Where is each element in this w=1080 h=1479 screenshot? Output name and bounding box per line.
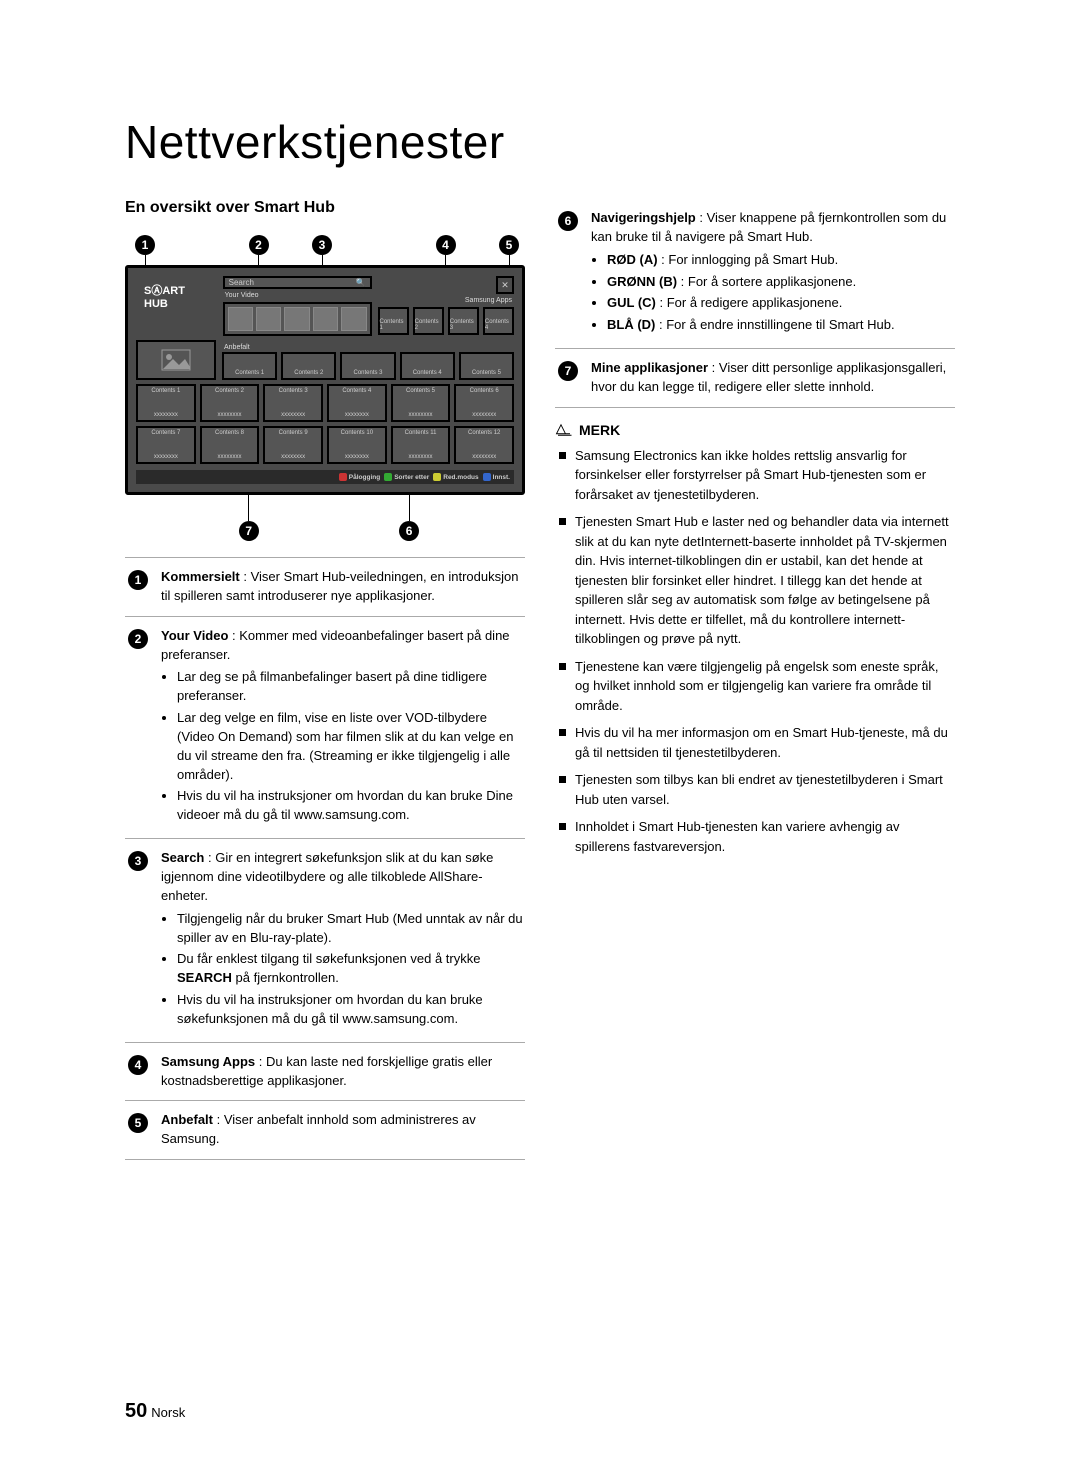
btn-c[interactable]: Red.modus: [433, 473, 478, 481]
description-item-6: 6 Navigeringshjelp : Viser knappene på fj…: [555, 199, 955, 348]
page-footer: 50Norsk: [125, 1400, 185, 1423]
recommended-tile[interactable]: Contents 4: [400, 352, 455, 380]
app-tile[interactable]: Contents 2: [413, 307, 444, 335]
description-item-5: 5 Anbefalt : Viser anbefalt innhold som a…: [125, 1100, 525, 1160]
item-body: Samsung Apps : Du kan laste ned forskjel…: [161, 1053, 525, 1091]
grid-tile[interactable]: Contents 2xxxxxxxx: [200, 384, 260, 422]
grid-tile[interactable]: Contents 8xxxxxxxx: [200, 426, 260, 464]
merk-heading: MERK: [555, 422, 955, 438]
description-item-1: 1 Kommersielt : Viser Smart Hub-veilednin…: [125, 557, 525, 616]
merk-note: Hvis du vil ha mer informasjon om en Sma…: [555, 723, 955, 762]
merk-note: Tjenesten Smart Hub e laster ned og beha…: [555, 512, 955, 649]
callout-1: 1: [135, 235, 155, 255]
smarthub-screenshot: SⒶART HUB Search🔍 Your Video: [125, 265, 525, 495]
callout-7: 7: [239, 521, 259, 541]
item-body: Mine applikasjoner : Viser ditt personli…: [591, 359, 955, 397]
merk-note: Samsung Electronics kan ikke holdes rett…: [555, 446, 955, 505]
recommended-tile[interactable]: Contents 3: [340, 352, 395, 380]
item-number: 3: [128, 851, 148, 871]
recommended-tile[interactable]: Contents 1: [222, 352, 277, 380]
grid-tile[interactable]: Contents 6xxxxxxxx: [454, 384, 514, 422]
btn-d[interactable]: Innst.: [483, 473, 510, 481]
item-number: 7: [558, 361, 578, 381]
description-item-2: 2 Your Video : Kommer med videoanbefaling…: [125, 616, 525, 838]
promo-box[interactable]: [136, 340, 216, 380]
item-body: Kommersielt : Viser Smart Hub-veiledning…: [161, 568, 525, 606]
item-number: 1: [128, 570, 148, 590]
btn-b[interactable]: Sorter etter: [384, 473, 429, 481]
grid-tile[interactable]: Contents 10xxxxxxxx: [327, 426, 387, 464]
grid-tile[interactable]: Contents 9xxxxxxxx: [263, 426, 323, 464]
grid-tile[interactable]: Contents 1xxxxxxxx: [136, 384, 196, 422]
item-body: Search : Gir en integrert søkefunksjon s…: [161, 849, 525, 1032]
app-tile[interactable]: Contents 1: [378, 307, 409, 335]
recommended-tile[interactable]: Contents 2: [281, 352, 336, 380]
page-title: Nettverkstjenester: [125, 115, 955, 169]
yourvideo-box[interactable]: [223, 302, 372, 336]
item-body: Your Video : Kommer med videoanbefalinge…: [161, 627, 525, 828]
grid-tile[interactable]: Contents 12xxxxxxxx: [454, 426, 514, 464]
description-item-4: 4 Samsung Apps : Du kan laste ned forskje…: [125, 1042, 525, 1101]
app-tile[interactable]: Contents 4: [483, 307, 514, 335]
grid-tile[interactable]: Contents 11xxxxxxxx: [391, 426, 451, 464]
apps-label: Samsung Apps: [378, 296, 514, 305]
callout-6: 6: [399, 521, 419, 541]
item-number: 4: [128, 1055, 148, 1075]
close-icon[interactable]: ✕: [496, 276, 514, 294]
item-number: 2: [128, 629, 148, 649]
grid-tile[interactable]: Contents 5xxxxxxxx: [391, 384, 451, 422]
merk-note: Innholdet i Smart Hub-tjenesten kan vari…: [555, 817, 955, 856]
item-body: Navigeringshjelp : Viser knappene på fje…: [591, 209, 955, 338]
btn-a[interactable]: Pålogging: [339, 473, 380, 481]
anbefalt-label: Anbefalt: [222, 343, 514, 352]
yourvideo-label: Your Video: [223, 291, 372, 300]
merk-note: Tjenestene kan være tilgjengelig på enge…: [555, 657, 955, 716]
subtitle: En oversikt over Smart Hub: [125, 199, 525, 217]
grid-tile[interactable]: Contents 4xxxxxxxx: [327, 384, 387, 422]
description-item-7: 7 Mine applikasjoner : Viser ditt personl…: [555, 348, 955, 408]
recommended-tile[interactable]: Contents 5: [459, 352, 514, 380]
description-item-3: 3 Search : Gir en integrert søkefunksjon …: [125, 838, 525, 1042]
merk-note: Tjenesten som tilbys kan bli endret av t…: [555, 770, 955, 809]
brand-label: SⒶART HUB: [136, 276, 217, 316]
callout-3: 3: [312, 235, 332, 255]
callout-5: 5: [499, 235, 519, 255]
item-body: Anbefalt : Viser anbefalt innhold som ad…: [161, 1111, 525, 1149]
callout-4: 4: [436, 235, 456, 255]
item-number: 6: [558, 211, 578, 231]
item-number: 5: [128, 1113, 148, 1133]
search-bar[interactable]: Search🔍: [223, 276, 372, 289]
app-tile[interactable]: Contents 3: [448, 307, 479, 335]
merk-notes: Samsung Electronics kan ikke holdes rett…: [555, 446, 955, 857]
nav-help-bar: Pålogging Sorter etter Red.modus Innst.: [136, 470, 514, 484]
callout-2: 2: [249, 235, 269, 255]
grid-tile[interactable]: Contents 7xxxxxxxx: [136, 426, 196, 464]
grid-tile[interactable]: Contents 3xxxxxxxx: [263, 384, 323, 422]
screenshot-diagram: 1 2 3 4 5: [125, 229, 525, 541]
